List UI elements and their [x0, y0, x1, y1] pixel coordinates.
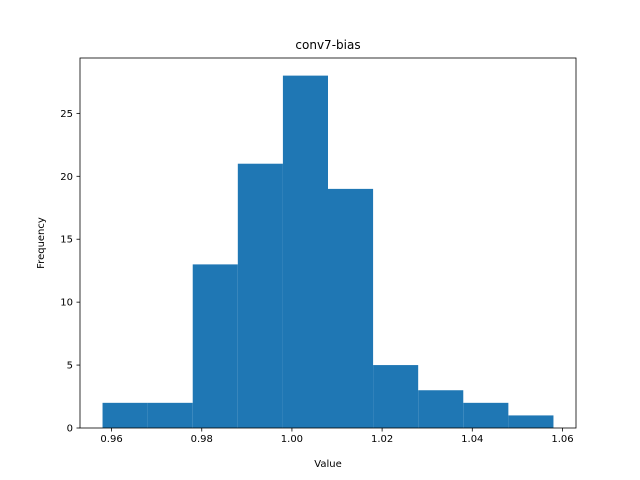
y-tick-label: 5 [67, 361, 73, 372]
y-axis: 0 5 10 15 20 25 [60, 109, 80, 435]
histogram-bar [328, 188, 374, 428]
y-tick-label: 0 [67, 424, 73, 435]
x-axis: 0.96 0.98 1.00 1.02 1.04 1.06 [100, 428, 574, 445]
histogram-bar [463, 402, 509, 428]
bars-group [102, 75, 554, 428]
histogram-bar [147, 402, 193, 428]
histogram-bar [282, 75, 328, 428]
x-tick-label: 0.96 [100, 434, 122, 445]
x-tick-label: 1.06 [551, 434, 573, 445]
x-tick-label: 1.02 [371, 434, 393, 445]
histogram-bar [102, 402, 148, 428]
histogram-bar [418, 390, 464, 428]
histogram-bar [373, 365, 419, 428]
y-tick-label: 25 [60, 109, 73, 120]
plot-area-frame [79, 57, 577, 429]
chart-title: conv7-bias [295, 38, 360, 52]
x-tick-label: 1.00 [281, 434, 303, 445]
y-tick-label: 15 [60, 235, 73, 246]
x-tick-label: 1.04 [461, 434, 483, 445]
histogram-bar [237, 163, 283, 428]
histogram-bar [192, 264, 238, 428]
x-tick-label: 0.98 [191, 434, 213, 445]
y-axis-label: Frequency [36, 217, 47, 269]
y-tick-label: 10 [60, 298, 73, 309]
y-tick-label: 20 [60, 172, 73, 183]
x-axis-label: Value [314, 459, 341, 470]
histogram-bar [508, 415, 554, 428]
